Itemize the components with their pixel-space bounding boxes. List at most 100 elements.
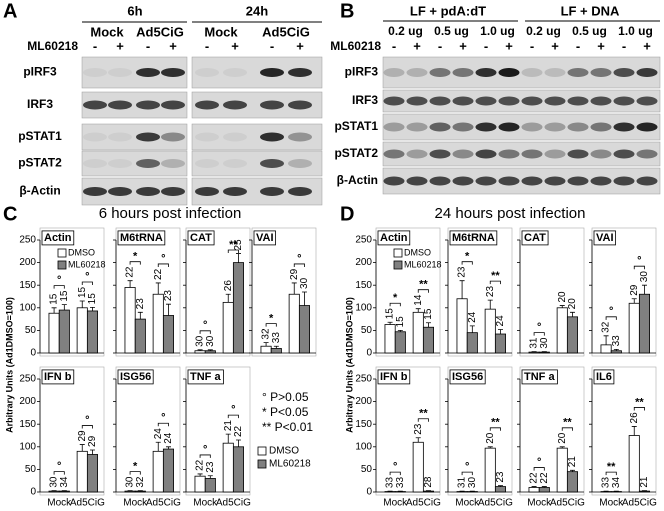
n-label: 33 bbox=[395, 477, 406, 489]
bar bbox=[124, 490, 136, 493]
sig-mark: ° bbox=[537, 456, 541, 468]
n-label: 31 bbox=[457, 477, 468, 489]
blot-band bbox=[544, 176, 566, 186]
title-box bbox=[377, 230, 411, 246]
blot-band bbox=[260, 159, 284, 168]
row-label: β-Actin bbox=[19, 184, 60, 198]
error-bar bbox=[569, 311, 575, 317]
blot-band bbox=[260, 100, 284, 110]
n-label: 29 bbox=[289, 268, 300, 280]
n-label: 32 bbox=[135, 476, 146, 488]
blot-band bbox=[452, 176, 474, 186]
title-box bbox=[521, 369, 558, 385]
bar bbox=[58, 490, 70, 493]
sig-bracket bbox=[389, 302, 401, 307]
n-label: 26 bbox=[223, 280, 234, 292]
sig-bracket bbox=[417, 289, 429, 293]
n-label: 33 bbox=[601, 477, 612, 489]
row-label: pSTAT1 bbox=[18, 129, 62, 143]
title-box bbox=[117, 230, 166, 246]
legend-swatch bbox=[257, 446, 267, 456]
n-label: 20 bbox=[557, 432, 568, 444]
y-tick-label: 200 bbox=[355, 396, 372, 407]
dose-label: 0.2 ug bbox=[526, 24, 561, 38]
bar bbox=[412, 441, 424, 493]
blot-band bbox=[161, 68, 185, 77]
blot-band bbox=[83, 100, 107, 110]
y-tick-label: 150 bbox=[19, 419, 36, 430]
y-tick-label: 250 bbox=[355, 374, 372, 385]
blot-band bbox=[383, 96, 405, 106]
sig-bracket bbox=[157, 263, 169, 267]
blot-band bbox=[544, 96, 566, 106]
blot-band bbox=[288, 187, 312, 196]
n-label: 23 bbox=[135, 298, 146, 310]
blot-strip bbox=[382, 113, 661, 141]
sig-bracket bbox=[129, 471, 141, 475]
blot-band bbox=[223, 68, 247, 77]
legend-label: DMSO bbox=[68, 247, 95, 257]
chart-title: IFN b bbox=[380, 371, 408, 383]
blot-band bbox=[108, 100, 132, 110]
error-bar bbox=[603, 335, 609, 345]
bar bbox=[76, 307, 88, 354]
significance-legend: ** P<0.01 bbox=[262, 420, 313, 434]
sig-bracket bbox=[199, 330, 211, 334]
blot-band bbox=[613, 176, 635, 186]
sig-bracket bbox=[265, 323, 277, 327]
blot-band bbox=[590, 176, 612, 186]
blot-band bbox=[521, 176, 543, 186]
blot-band bbox=[429, 176, 451, 186]
legend-label: DMSO bbox=[404, 247, 431, 257]
blot-band bbox=[136, 187, 160, 196]
n-label: 24 bbox=[495, 315, 506, 327]
y-tick-label: 200 bbox=[355, 257, 372, 268]
n-label: 30 bbox=[49, 476, 60, 488]
blot-band bbox=[452, 68, 474, 77]
sig-mark: ° bbox=[465, 461, 469, 473]
blot-band bbox=[108, 159, 132, 168]
n-label: 24 bbox=[153, 428, 164, 440]
blot-band bbox=[260, 187, 284, 196]
sig-mark: ° bbox=[637, 255, 641, 267]
error-bar bbox=[497, 329, 503, 335]
sign: + bbox=[643, 38, 651, 53]
sig-bracket bbox=[533, 332, 545, 336]
panel-title: 24 hours post infection bbox=[435, 205, 586, 222]
x-tick-label: Mock bbox=[599, 498, 624, 509]
sig-bracket bbox=[633, 407, 645, 411]
row-label: IRF3 bbox=[27, 97, 53, 111]
legend-swatch bbox=[57, 248, 67, 258]
x-tick-label: Mock bbox=[123, 498, 148, 509]
blot-band bbox=[475, 149, 497, 159]
chart-title: CAT bbox=[190, 232, 212, 244]
y-axis-label: Arbitrary Units (Ad1DMSO=100) bbox=[4, 297, 14, 433]
blot-band bbox=[136, 132, 160, 142]
bar bbox=[86, 310, 99, 354]
y-tick-label: 0 bbox=[30, 348, 36, 359]
x-tick-label: Mock bbox=[193, 498, 218, 509]
blot-band bbox=[613, 122, 635, 132]
sig-bracket bbox=[605, 471, 617, 476]
y-tick-label: 0 bbox=[366, 487, 372, 498]
blot-band bbox=[498, 122, 520, 132]
dose-label: 0.2 ug bbox=[388, 24, 423, 38]
sig-mark: ° bbox=[161, 253, 165, 265]
error-bar bbox=[225, 293, 231, 303]
y-tick-label: 150 bbox=[355, 280, 372, 291]
blot-strip bbox=[81, 150, 188, 177]
blot-band bbox=[521, 149, 543, 159]
sig-mark: * bbox=[133, 461, 138, 473]
time-label: 6h bbox=[127, 3, 142, 18]
title-box bbox=[521, 230, 549, 246]
sig-mark: ° bbox=[231, 404, 235, 416]
title-box bbox=[253, 230, 276, 246]
sign: - bbox=[438, 38, 442, 53]
error-bar bbox=[531, 486, 537, 488]
sig-bracket bbox=[489, 427, 501, 431]
y-tick-label: 200 bbox=[19, 257, 36, 268]
blot-band bbox=[590, 68, 612, 77]
n-label: 22 bbox=[233, 425, 244, 437]
bar bbox=[384, 324, 396, 354]
n-label: 29 bbox=[87, 435, 98, 447]
